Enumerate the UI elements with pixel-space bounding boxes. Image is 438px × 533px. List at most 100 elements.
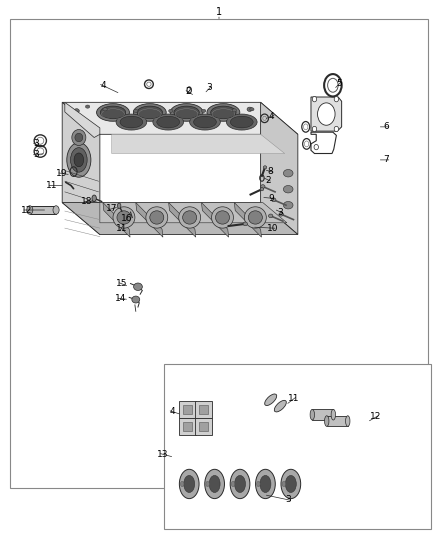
Text: 1: 1 bbox=[216, 7, 222, 17]
Ellipse shape bbox=[334, 126, 339, 132]
Text: 2: 2 bbox=[265, 176, 271, 184]
Bar bbox=[179, 418, 196, 435]
Bar bbox=[199, 405, 208, 414]
Ellipse shape bbox=[272, 198, 276, 201]
Ellipse shape bbox=[256, 470, 275, 499]
Ellipse shape bbox=[232, 109, 237, 112]
Ellipse shape bbox=[312, 126, 317, 132]
Bar bbox=[183, 405, 192, 414]
Ellipse shape bbox=[235, 475, 245, 492]
Ellipse shape bbox=[274, 400, 286, 412]
Bar bbox=[195, 401, 212, 418]
Text: 10: 10 bbox=[267, 224, 278, 232]
Text: 4: 4 bbox=[269, 112, 274, 120]
Ellipse shape bbox=[247, 107, 252, 111]
Ellipse shape bbox=[257, 481, 260, 487]
Text: 18: 18 bbox=[81, 197, 92, 206]
Ellipse shape bbox=[75, 133, 83, 142]
Bar bbox=[164, 364, 431, 529]
Ellipse shape bbox=[209, 475, 220, 492]
Ellipse shape bbox=[244, 207, 266, 228]
Ellipse shape bbox=[265, 394, 277, 406]
Ellipse shape bbox=[157, 116, 180, 128]
Polygon shape bbox=[62, 102, 100, 235]
Ellipse shape bbox=[117, 211, 131, 224]
Ellipse shape bbox=[120, 116, 143, 128]
Text: 16: 16 bbox=[121, 214, 133, 223]
Text: 11: 11 bbox=[116, 224, 127, 232]
Ellipse shape bbox=[96, 103, 130, 122]
Text: 8: 8 bbox=[268, 167, 274, 176]
Polygon shape bbox=[136, 203, 163, 237]
Bar bbox=[199, 422, 208, 431]
Ellipse shape bbox=[180, 481, 184, 487]
Ellipse shape bbox=[285, 475, 296, 492]
Ellipse shape bbox=[206, 481, 209, 487]
Polygon shape bbox=[62, 102, 298, 134]
Ellipse shape bbox=[92, 195, 96, 201]
Text: 11: 11 bbox=[46, 181, 57, 190]
Text: 6: 6 bbox=[383, 123, 389, 131]
Ellipse shape bbox=[134, 283, 142, 290]
Text: 13: 13 bbox=[157, 450, 169, 458]
Text: 2: 2 bbox=[186, 87, 191, 96]
Ellipse shape bbox=[243, 222, 247, 226]
Ellipse shape bbox=[67, 143, 91, 177]
Ellipse shape bbox=[85, 105, 90, 108]
Ellipse shape bbox=[205, 470, 224, 499]
Ellipse shape bbox=[310, 409, 314, 420]
Ellipse shape bbox=[325, 416, 329, 426]
Bar bbox=[183, 422, 192, 431]
Ellipse shape bbox=[230, 116, 253, 128]
Ellipse shape bbox=[153, 114, 184, 130]
Ellipse shape bbox=[212, 207, 233, 228]
Polygon shape bbox=[261, 102, 298, 235]
Ellipse shape bbox=[248, 211, 262, 224]
Ellipse shape bbox=[283, 201, 293, 209]
Bar bbox=[312, 409, 333, 420]
Ellipse shape bbox=[331, 409, 336, 420]
Ellipse shape bbox=[231, 481, 235, 487]
Text: 12: 12 bbox=[21, 206, 32, 214]
Text: 3: 3 bbox=[277, 208, 283, 216]
Text: 3: 3 bbox=[33, 140, 39, 148]
Ellipse shape bbox=[117, 203, 121, 208]
Ellipse shape bbox=[72, 130, 86, 146]
Bar bbox=[179, 401, 196, 418]
Ellipse shape bbox=[312, 96, 317, 102]
Polygon shape bbox=[169, 203, 196, 237]
Bar bbox=[30, 206, 56, 214]
Ellipse shape bbox=[346, 416, 350, 426]
Text: 12: 12 bbox=[370, 413, 381, 421]
Ellipse shape bbox=[53, 206, 59, 214]
Ellipse shape bbox=[184, 475, 194, 492]
Ellipse shape bbox=[133, 103, 166, 122]
Text: 19: 19 bbox=[56, 169, 67, 177]
Ellipse shape bbox=[71, 148, 87, 172]
Ellipse shape bbox=[183, 211, 197, 224]
Text: 7: 7 bbox=[383, 156, 389, 164]
Ellipse shape bbox=[113, 207, 135, 228]
Text: 14: 14 bbox=[115, 294, 126, 303]
Polygon shape bbox=[65, 102, 100, 138]
Polygon shape bbox=[234, 203, 261, 237]
Ellipse shape bbox=[211, 106, 236, 119]
Polygon shape bbox=[201, 203, 229, 237]
Ellipse shape bbox=[179, 207, 201, 228]
Bar bbox=[10, 19, 428, 488]
Text: 4: 4 bbox=[170, 407, 175, 416]
Ellipse shape bbox=[250, 108, 254, 111]
Ellipse shape bbox=[282, 481, 286, 487]
Text: 17: 17 bbox=[106, 205, 117, 213]
Ellipse shape bbox=[103, 108, 107, 111]
Polygon shape bbox=[311, 97, 342, 131]
Ellipse shape bbox=[281, 470, 300, 499]
Ellipse shape bbox=[146, 207, 168, 228]
Polygon shape bbox=[100, 203, 287, 223]
Ellipse shape bbox=[27, 206, 33, 214]
Text: 15: 15 bbox=[116, 279, 127, 288]
Polygon shape bbox=[103, 203, 130, 237]
Ellipse shape bbox=[201, 109, 206, 112]
Ellipse shape bbox=[261, 185, 265, 189]
Ellipse shape bbox=[150, 211, 164, 224]
